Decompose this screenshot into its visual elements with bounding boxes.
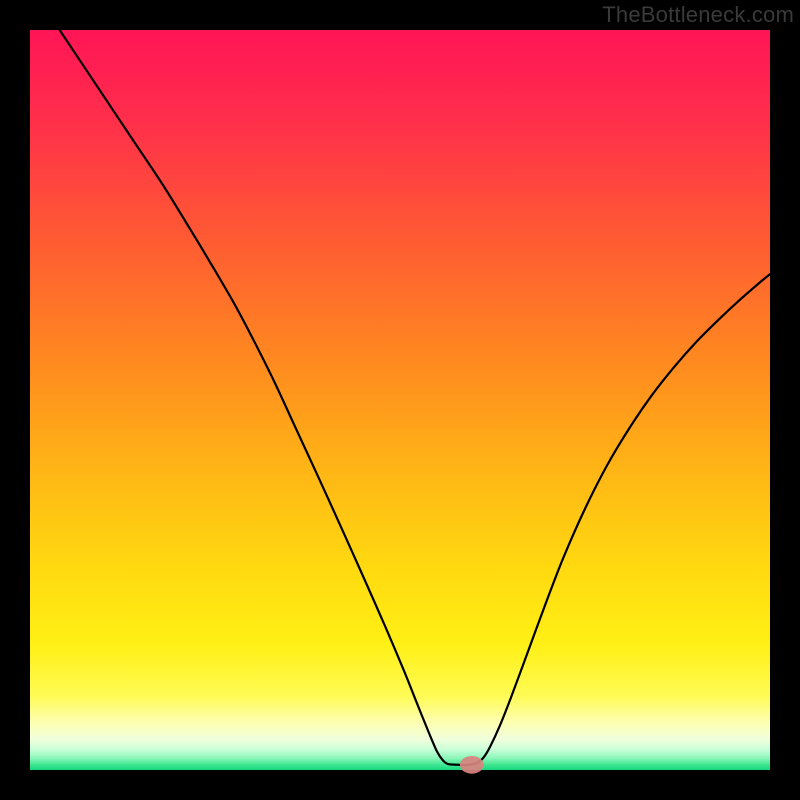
watermark-text: TheBottleneck.com [602, 2, 794, 28]
chart-container: TheBottleneck.com [0, 0, 800, 800]
bottleneck-chart [0, 0, 800, 800]
optimal-point-marker [460, 756, 484, 774]
